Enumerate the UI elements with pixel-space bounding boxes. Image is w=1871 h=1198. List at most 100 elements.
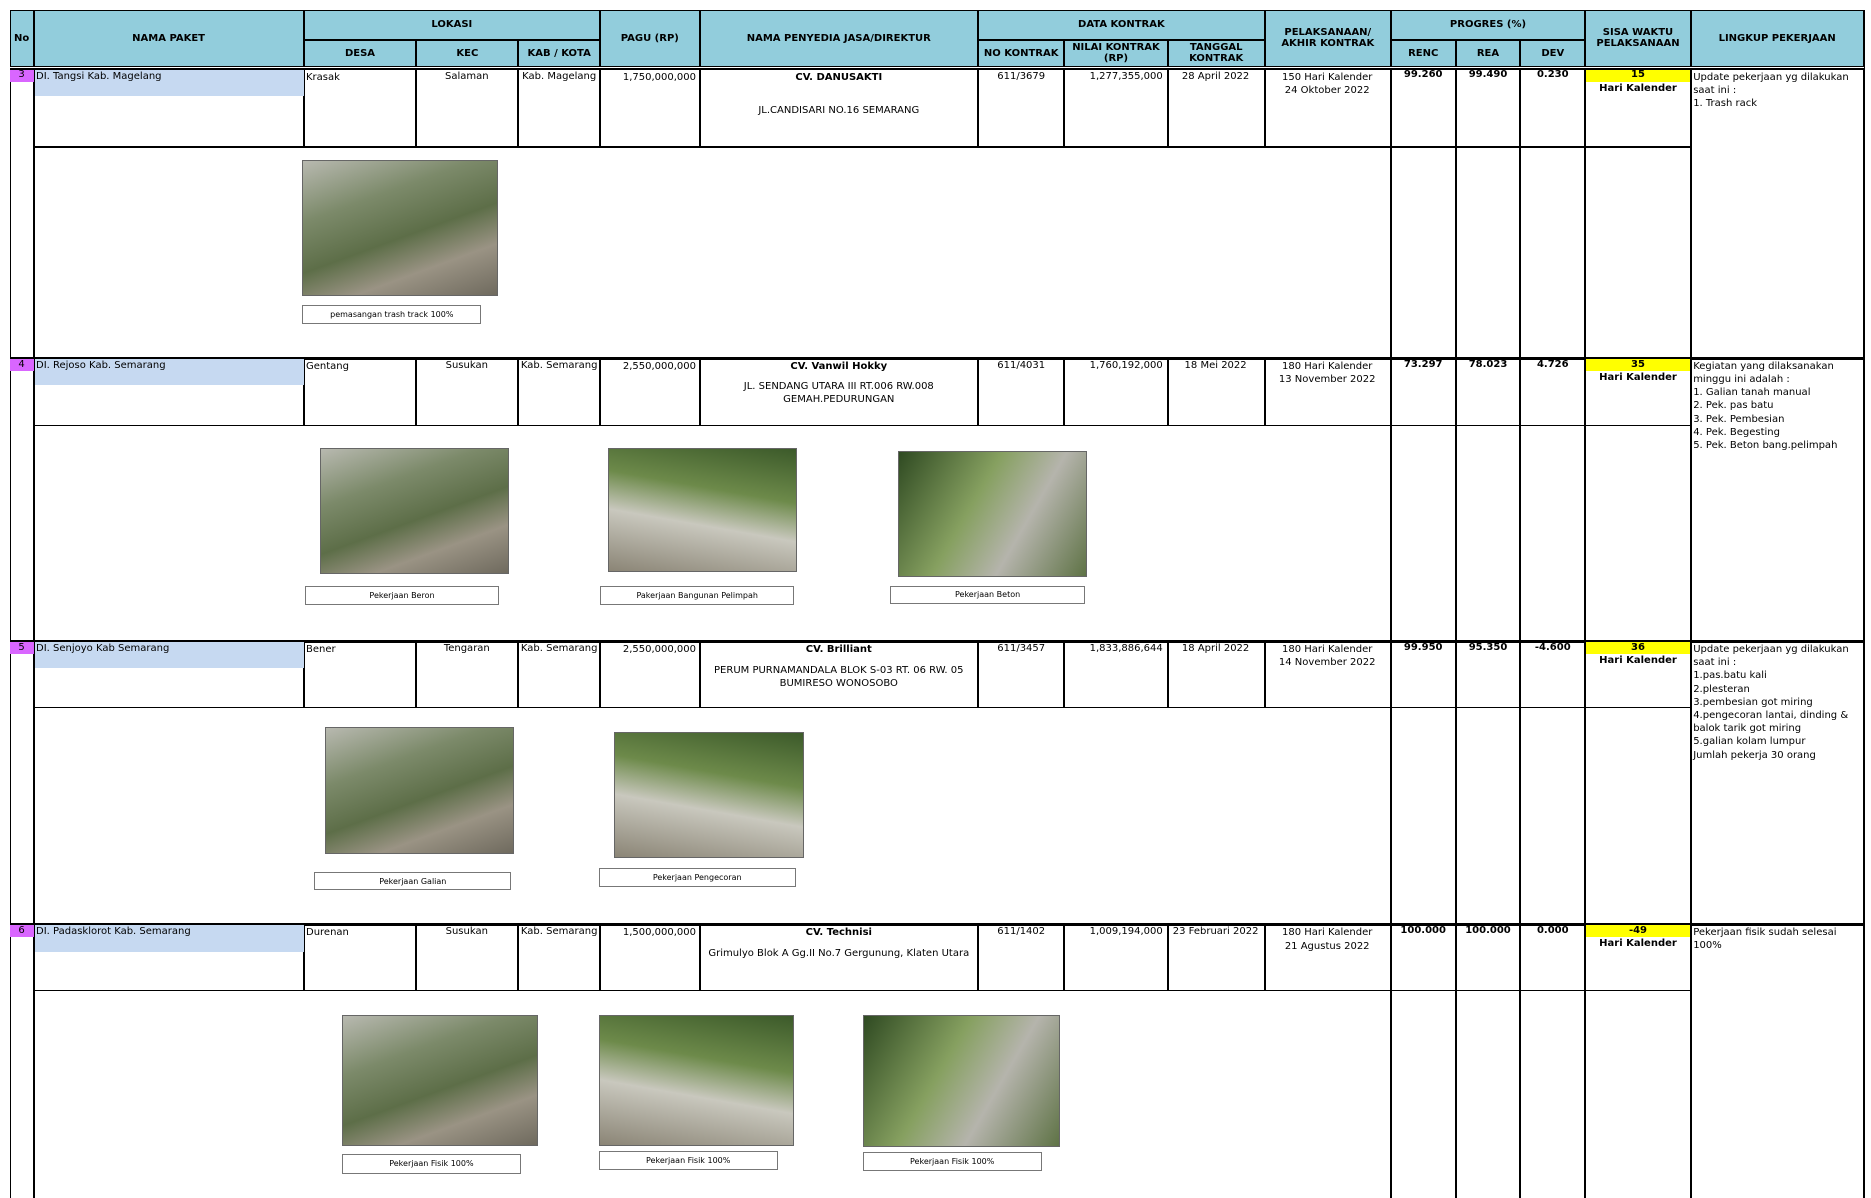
- photo: [598, 1015, 795, 1146]
- lingkup-line: 1. Trash rack: [1693, 98, 1758, 110]
- lingkup-line: Jumlah pekerja 30 orang: [1693, 749, 1816, 761]
- photo-area-cell: [1520, 706, 1586, 924]
- lingkup-line: 3.pembesian got miring: [1693, 696, 1813, 708]
- lingkup-line: 1. Galian tanah manual: [1693, 387, 1811, 399]
- sisa-waktu: 35: [1631, 358, 1645, 370]
- header-cell: REA: [1455, 39, 1521, 68]
- photo-area-cell: [1390, 424, 1456, 641]
- photo: [320, 447, 509, 574]
- header-cell: TANGGAL KONTRAK: [1167, 39, 1265, 68]
- kab: Kab. Semarang: [520, 643, 598, 654]
- photo-caption: Pekerjaan Fisik 100%: [342, 1154, 521, 1174]
- photo: [897, 451, 1088, 578]
- photo-caption: Pekerjaan Beton: [890, 585, 1085, 604]
- header-cell: NAMA PAKET: [33, 9, 304, 68]
- pelaksanaan: 180 Hari Kalender: [1282, 644, 1373, 656]
- tanggal-kontrak: 18 April 2022: [1181, 643, 1250, 654]
- photo-area-cell: [1455, 424, 1521, 641]
- rea: 78.023: [1468, 358, 1508, 370]
- no-cell: [9, 68, 34, 358]
- photo-area-cell: [1455, 990, 1521, 1198]
- nama-paket: DI. Padasklorot Kab. Semarang: [36, 926, 191, 938]
- photo-caption: Pekerjaan Beron: [304, 585, 500, 605]
- lingkup-line: 2.plesteran: [1693, 683, 1750, 695]
- rea: 99.490: [1468, 69, 1508, 81]
- header-cell: SISA WAKTU PELAKSANAAN: [1585, 9, 1691, 68]
- photo: [342, 1015, 538, 1146]
- nama-highlight: [34, 358, 304, 386]
- photo-area-cell: [1390, 990, 1456, 1198]
- pelaksanaan: 180 Hari Kalender: [1282, 361, 1373, 372]
- no-highlight: [9, 69, 34, 82]
- pelaksanaan: 21 Agustus 2022: [1284, 940, 1370, 952]
- lingkup-line: Kegiatan yang dilaksanakan minggu ini ad…: [1693, 361, 1834, 385]
- lingkup-line: 5.galian kolam lumpur: [1693, 736, 1806, 748]
- penyedia: CV. DANUSAKTI: [795, 71, 883, 83]
- row-no: 6: [18, 925, 25, 936]
- lingkup-cell: [1690, 640, 1864, 924]
- no-highlight: [9, 358, 34, 371]
- photo: [862, 1015, 1060, 1148]
- photo-caption: Pekerjaan Fisik 100%: [598, 1150, 778, 1170]
- row-no: 3: [18, 69, 25, 81]
- dev: 4.726: [1536, 358, 1569, 370]
- header-cell: RENC: [1390, 39, 1456, 68]
- photo-area-cell: [1585, 706, 1691, 924]
- photo-area: [33, 424, 1391, 641]
- pelaksanaan: 24 Oktober 2022: [1284, 85, 1370, 96]
- dev: -4.600: [1534, 641, 1571, 653]
- photo-area-cell: [1520, 990, 1586, 1198]
- kab: Kab. Semarang: [520, 359, 598, 371]
- renc: 100.000: [1400, 925, 1446, 936]
- photo-area-cell: [1585, 990, 1691, 1198]
- sisa-highlight: [1586, 642, 1690, 654]
- lingkup-line: 1.pas.batu kali: [1693, 670, 1767, 682]
- photo-area: [33, 706, 1391, 924]
- desa: Gentang: [306, 361, 349, 372]
- photo-area-cell: [1585, 424, 1691, 641]
- photo-area-cell: [1455, 706, 1521, 924]
- penyedia: CV. Brilliant: [805, 644, 872, 656]
- nama-paket: DI. Rejoso Kab. Semarang: [36, 359, 166, 371]
- kab: Kab. Semarang: [520, 926, 598, 938]
- penyedia: CV. Vanwil Hokky: [790, 361, 888, 372]
- photo-caption: Pekerjaan Pengecoran: [598, 867, 796, 887]
- alamat: JL. SENDANG UTARA III RT.006 RW.008 GEMA…: [743, 381, 934, 406]
- lingkup-line: 5. Pek. Beton bang.pelimpah: [1693, 440, 1838, 452]
- no-cell: [9, 640, 34, 924]
- sisa-unit: Hari Kalender: [1599, 655, 1677, 666]
- header-cell: LOKASI: [303, 9, 600, 40]
- header-cell: PELAKSANAAN/ AKHIR KONTRAK: [1264, 9, 1391, 68]
- nama-paket: DI. Tangsi Kab. Magelang: [36, 70, 162, 82]
- desa: Durenan: [306, 927, 349, 939]
- header-cell: KAB / KOTA: [518, 39, 600, 68]
- photo-area-cell: [1455, 146, 1521, 358]
- header-cell: LINGKUP PEKERJAAN: [1690, 9, 1864, 68]
- photo-caption: Pekerjaan Galian: [314, 872, 512, 891]
- header-cell: PAGU (RP): [600, 9, 700, 68]
- header-cell: NAMA PENYEDIA JASA/DIREKTUR: [699, 9, 978, 68]
- kec: Salaman: [445, 70, 489, 82]
- renc: 99.260: [1403, 69, 1443, 81]
- lingkup-cell: [1690, 68, 1864, 358]
- kec: Susukan: [445, 359, 488, 371]
- photo-area-cell: [1585, 146, 1691, 358]
- pagu: 2,550,000,000: [622, 361, 696, 372]
- header-cell: NO KONTRAK: [978, 39, 1065, 68]
- photo: [608, 447, 797, 573]
- pelaksanaan: 150 Hari Kalender: [1282, 71, 1373, 83]
- dev: 0.000: [1536, 925, 1569, 936]
- sisa-highlight: [1586, 69, 1690, 82]
- kab: Kab. Magelang: [522, 70, 597, 82]
- table-right-edge: [1863, 9, 1865, 1198]
- nama-highlight: [34, 642, 304, 669]
- renc: 99.950: [1403, 641, 1443, 653]
- lingkup-cell: [1690, 924, 1864, 1198]
- lingkup-cell: [1690, 357, 1864, 641]
- photo-caption: Pekerjaan Fisik 100%: [862, 1152, 1042, 1172]
- photo: [325, 727, 514, 855]
- header-cell: PROGRES (%): [1390, 9, 1586, 40]
- penyedia: CV. Technisi: [805, 927, 872, 939]
- photo-area-cell: [1520, 424, 1586, 641]
- lingkup-line: Update pekerjaan yg dilakukan saat ini :: [1693, 644, 1849, 669]
